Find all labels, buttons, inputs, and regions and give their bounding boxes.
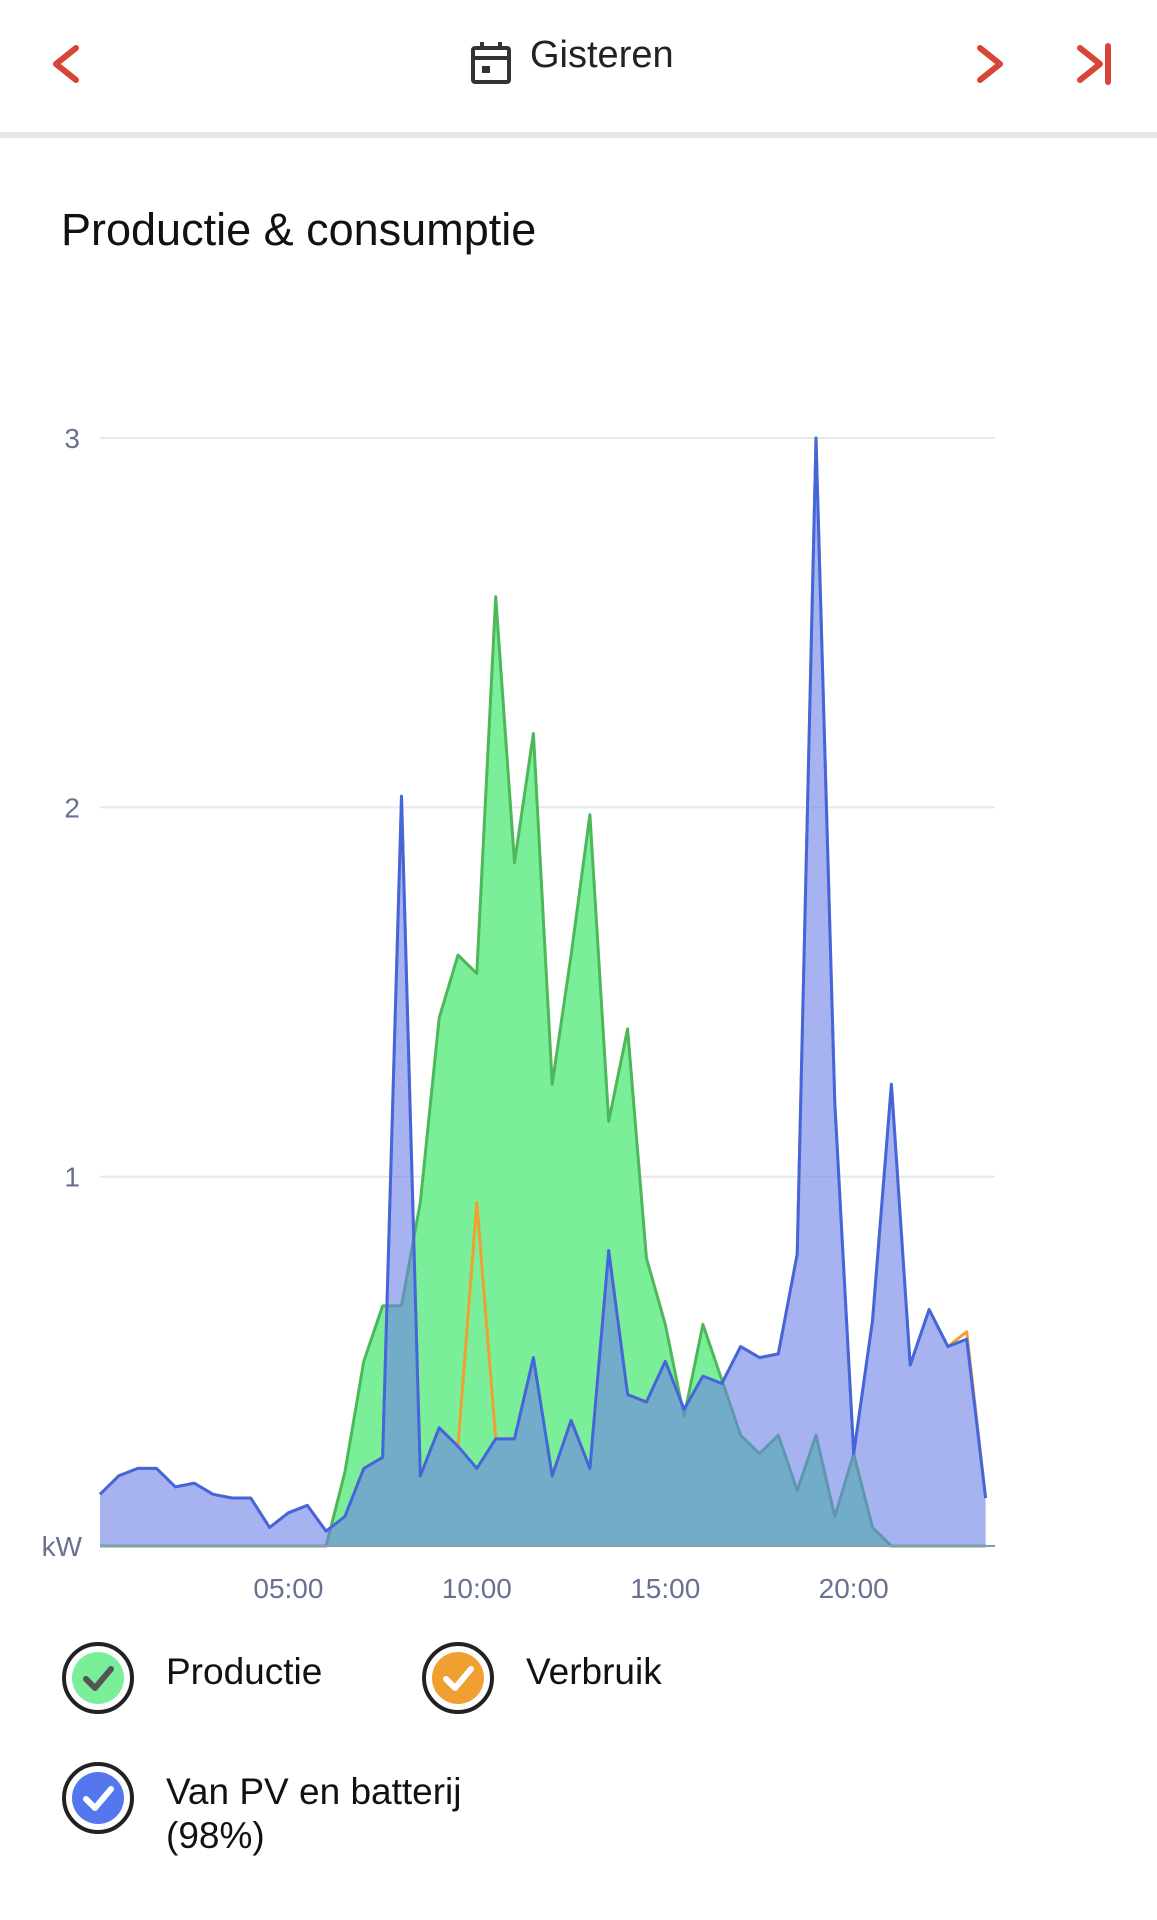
series-area [100,438,986,1546]
checkbox-fill [72,1772,124,1824]
y-tick-label: 3 [64,423,80,454]
y-tick-label: 2 [64,792,80,823]
legend-item[interactable]: Verbruik [420,1640,886,1716]
next-button[interactable] [977,45,1003,83]
nav-icons [53,42,1111,85]
last-button[interactable] [1077,43,1111,85]
calendar-icon [471,42,511,84]
legend-item[interactable]: Productie [60,1640,526,1716]
back-button[interactable] [53,45,79,83]
legend-checkbox[interactable] [420,1640,496,1716]
series-line [98,436,988,1533]
header-title: Gisteren [530,34,674,76]
y-tick-label: 1 [64,1162,80,1193]
checkmark [443,1666,474,1691]
legend-checkbox[interactable] [60,1760,136,1836]
legend: Productie Verbruik Van PV en batterij (9… [0,1620,1157,1880]
x-tick-label: 10:00 [442,1573,512,1604]
legend-label: Verbruik [526,1651,662,1692]
x-tick-label: 20:00 [819,1573,889,1604]
x-tick-label: 05:00 [253,1573,323,1604]
checkmark [83,1666,114,1691]
checkbox-fill [72,1652,124,1704]
series-area [100,596,986,1546]
checkmark [83,1786,114,1811]
chart: 1 2 3 kW 05:00 10:00 15:00 20:00 [42,423,995,1604]
legend-item[interactable]: Van PV en batterij (98%) [60,1760,506,1858]
legend-label: Van PV en batterij (98%) [166,1771,462,1856]
checkbox-fill [432,1652,484,1704]
header: Gisteren [0,0,1157,138]
legend-checkbox[interactable] [60,1640,136,1716]
legend-label: Productie [166,1651,323,1692]
x-tick-label: 15:00 [630,1573,700,1604]
y-axis-unit: kW [42,1531,83,1562]
chart-title: Productie & consumptie [61,204,537,255]
